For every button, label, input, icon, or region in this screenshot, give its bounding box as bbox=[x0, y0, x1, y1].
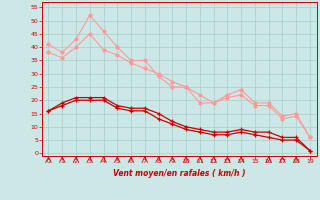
X-axis label: Vent moyen/en rafales ( km/h ): Vent moyen/en rafales ( km/h ) bbox=[113, 169, 245, 178]
